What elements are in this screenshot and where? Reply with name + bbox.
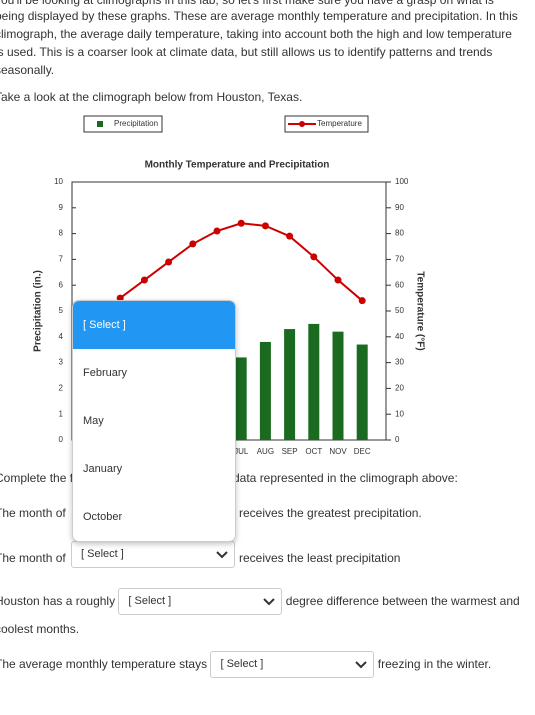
y2-tick-label: 40 [395,332,404,341]
intro-line: being displayed by these graphs. These a… [0,9,518,23]
chevron [263,598,276,606]
question-text: The average monthly temperature stays [0,657,208,671]
temperature-point [358,297,366,305]
dropdown-option[interactable]: May [83,415,104,427]
y2-tick-label: 70 [395,255,404,264]
chart: Precipitation Temperature Monthly Temperat… [33,115,425,456]
question-text: receives the least precipitation [239,551,401,565]
dropdown-option[interactable]: [ Select ] [73,301,235,349]
y-tick-label: 5 [59,306,64,315]
y-tick-label: 7 [59,255,64,264]
bar [284,329,296,440]
prompt: Take a look at the climograph below from… [0,90,303,104]
temperature-point [334,276,342,284]
bar [235,357,247,440]
question-text: Houston has a roughly [0,594,116,608]
y-tick-label: 2 [59,384,64,393]
y2-tick-label: 60 [395,280,404,289]
y2-tick-label: 90 [395,203,404,212]
question-text: The month of [0,551,66,565]
y-tick-label: 3 [59,358,64,367]
y2-tick-label: 80 [395,229,404,238]
dropdown-option[interactable]: February [83,367,128,379]
y-tick-label: 4 [59,332,64,341]
intro-line: climograph, the average daily temperatur… [0,27,512,41]
question-text: receives the greatest precipitation. [239,506,422,520]
question-intro: data represented in the climograph above… [233,471,458,485]
legend-box [284,115,369,133]
y-tick-label: 8 [59,229,64,238]
y2-tick-label: 30 [395,358,404,367]
legend-box [83,115,163,133]
x-tick-label: NOV [329,447,347,456]
answer-select[interactable]: [ Select ] [71,541,235,568]
dropdown-option[interactable]: October [83,511,123,523]
legend-swatch [97,121,103,127]
intro-line: is used. This is a coarser look at clima… [0,45,493,59]
x-tick-label: OCT [305,447,322,456]
y-tick-label: 0 [59,435,64,444]
bar [308,323,320,440]
y-tick-label: 10 [54,177,63,186]
x-tick-label: SEP [282,447,298,456]
temperature-point [261,222,269,230]
x-tick-label: AUG [257,447,274,456]
select-text: [ Select ] [81,548,124,560]
temperature-point [286,232,294,240]
question-intro: Complete the f [0,471,74,485]
temperature-line [119,222,363,302]
question-text: The month of [0,506,66,520]
temperature-point [116,294,124,302]
y-tick-label: 9 [59,203,64,212]
bar [356,344,368,440]
temperature-point [189,240,197,248]
legend-marker [299,121,305,127]
y2-tick-label: 50 [395,306,404,315]
question: Houston has a roughly [ Select ] degree … [0,587,528,643]
chart-title: Monthly Temperature and Precipitation [145,160,330,171]
y2-axis-title: Temperature (°F) [414,271,425,350]
temperature-point [213,227,221,235]
chevron [216,551,228,559]
temperature-point [310,253,318,261]
x-tick-label: JUL [234,447,249,456]
y-axis-title: Precipitation (in.) [33,270,44,352]
intro-line: you'll be looking at climographs in this… [0,0,494,7]
dropdown-menu: [ Select ] February May January October [72,300,236,542]
y-tick-label: 1 [59,409,64,418]
answer-select[interactable]: [ Select ] [210,651,375,679]
dropdown-option[interactable]: January [83,463,123,475]
chevron [355,661,368,669]
y-tick-label: 6 [59,280,64,289]
question: The average monthly temperature stays [ … [0,650,528,679]
intro-line: seasonally. [0,63,55,77]
x-tick-label: DEC [354,447,371,456]
bar [332,331,344,440]
question-text: freezing in the winter. [377,657,492,671]
select-text: [ Select ] [128,595,172,608]
temperature-point [140,276,148,284]
legend-label: Temperature [317,119,362,128]
y2-tick-label: 0 [395,435,400,444]
y2-tick-label: 20 [395,384,404,393]
temperature-point [237,219,245,227]
y2-tick-label: 10 [395,409,404,418]
answer-select[interactable]: [ Select ] [118,588,283,616]
y2-tick-label: 100 [395,177,409,186]
legend-label: Precipitation [114,119,158,128]
select-text: [ Select ] [220,658,264,671]
temperature-point [165,258,173,266]
question-text: degree difference between the warmest an… [0,594,520,637]
bar [259,341,271,440]
